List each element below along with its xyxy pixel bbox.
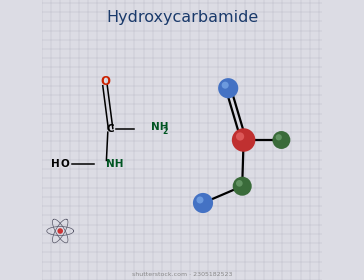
Circle shape <box>236 180 243 187</box>
Circle shape <box>218 78 238 98</box>
Text: H: H <box>51 159 60 169</box>
Circle shape <box>232 128 256 152</box>
Circle shape <box>222 82 229 89</box>
Circle shape <box>233 177 252 196</box>
Text: NH: NH <box>106 159 124 169</box>
Circle shape <box>272 131 290 149</box>
Circle shape <box>276 134 282 141</box>
Circle shape <box>58 228 63 234</box>
Circle shape <box>197 197 203 204</box>
Text: O: O <box>60 159 69 169</box>
Text: Hydroxycarbamide: Hydroxycarbamide <box>106 10 258 25</box>
Text: shutterstock.com · 2305182523: shutterstock.com · 2305182523 <box>132 272 232 277</box>
Circle shape <box>193 193 213 213</box>
Text: O: O <box>100 75 110 88</box>
Circle shape <box>236 132 244 141</box>
Text: NH: NH <box>151 122 169 132</box>
Text: C: C <box>107 124 114 134</box>
Text: 2: 2 <box>163 127 168 136</box>
